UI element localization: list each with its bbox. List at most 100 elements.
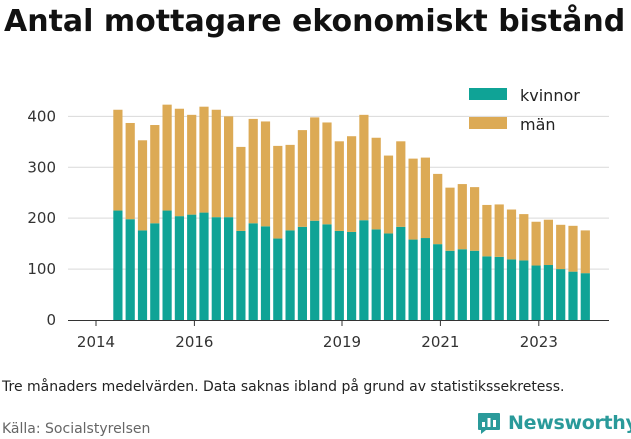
legend-label-man: män (520, 115, 556, 134)
bar-män-19 (347, 136, 357, 232)
chart-title: Antal mottagare ekonomiskt bistånd (4, 4, 626, 39)
newsworthy-logo-icon (478, 413, 500, 434)
bar-kvinnor-20 (359, 220, 369, 320)
bar-män-26 (433, 173, 443, 245)
bar-kvinnor-3 (150, 223, 160, 320)
bar-män-21 (371, 137, 381, 230)
y-tick-label-400: 400 (27, 107, 56, 125)
bar-kvinnor-32 (506, 259, 517, 320)
bar-män-24 (408, 158, 418, 240)
bar-män-17 (322, 122, 332, 225)
bar-män-28 (457, 184, 467, 250)
bar-kvinnor-0 (113, 210, 123, 320)
legend: kvinnor män (469, 86, 580, 134)
bar-kvinnor-12 (260, 226, 271, 320)
y-tick-label-200: 200 (27, 209, 56, 227)
bar-män-27 (445, 187, 455, 251)
legend-label-kvinnor: kvinnor (520, 86, 580, 105)
axes: 0 100 200 300 400 2014 2016 2019 2021 2023 (27, 107, 609, 351)
brand-logo[interactable]: Newsworthy (476, 409, 631, 437)
x-tick-label-2021: 2021 (421, 333, 459, 351)
bar-män-7 (199, 106, 209, 213)
bar-kvinnor-8 (211, 217, 221, 320)
bar-kvinnor-6 (187, 214, 197, 320)
bar-kvinnor-15 (297, 226, 307, 320)
bar-kvinnor-7 (199, 212, 209, 320)
bar-män-1 (125, 122, 135, 220)
bar-män-29 (470, 187, 480, 251)
bar-män-18 (334, 141, 344, 231)
y-tick-label-0: 0 (46, 311, 56, 329)
bar-män-8 (211, 109, 221, 218)
bars (113, 104, 590, 320)
bar-män-25 (420, 157, 430, 239)
bar-kvinnor-1 (125, 219, 135, 320)
bar-män-37 (568, 225, 578, 272)
bar-män-22 (383, 155, 394, 234)
bar-kvinnor-26 (433, 244, 443, 320)
bar-kvinnor-24 (408, 239, 418, 320)
bar-kvinnor-34 (531, 265, 541, 320)
bar-kvinnor-25 (420, 238, 430, 320)
legend-swatch-kvinnor (469, 88, 507, 100)
bar-kvinnor-35 (543, 265, 553, 320)
bar-kvinnor-13 (273, 238, 283, 320)
bar-män-0 (113, 109, 123, 211)
chart-note: Tre månaders medelvärden. Data saknas ib… (2, 379, 565, 395)
bar-kvinnor-18 (334, 230, 344, 320)
bar-kvinnor-5 (174, 216, 184, 320)
bar-män-12 (260, 121, 271, 227)
bar-män-36 (556, 224, 566, 270)
bar-kvinnor-4 (162, 210, 172, 320)
bar-kvinnor-31 (494, 256, 504, 320)
bar-kvinnor-17 (322, 224, 332, 320)
bar-män-14 (285, 144, 295, 231)
bar-män-10 (236, 146, 246, 231)
bar-kvinnor-38 (580, 273, 590, 320)
bar-män-34 (531, 221, 541, 266)
bar-män-20 (359, 114, 369, 221)
y-tick-label-100: 100 (27, 260, 56, 278)
bar-män-23 (396, 141, 406, 227)
bar-kvinnor-21 (371, 229, 381, 320)
bar-kvinnor-14 (285, 230, 295, 320)
bar-män-13 (273, 145, 283, 239)
bar-kvinnor-22 (383, 233, 394, 320)
bar-kvinnor-2 (137, 230, 148, 320)
bar-kvinnor-30 (482, 256, 492, 320)
x-tick-label-2023: 2023 (520, 333, 558, 351)
bar-kvinnor-29 (470, 250, 480, 320)
legend-swatch-man (469, 117, 507, 129)
bar-kvinnor-28 (457, 249, 467, 320)
bar-kvinnor-9 (224, 217, 234, 320)
bar-män-16 (310, 117, 320, 221)
bar-män-11 (248, 118, 258, 224)
bar-kvinnor-27 (445, 250, 455, 320)
source-text: Källa: Socialstyrelsen (2, 421, 151, 437)
bar-kvinnor-36 (556, 269, 566, 320)
x-tick-label-2019: 2019 (323, 333, 361, 351)
bar-män-3 (150, 125, 160, 224)
bar-män-5 (174, 108, 184, 217)
bar-kvinnor-16 (310, 220, 320, 320)
bar-kvinnor-23 (396, 226, 406, 320)
bar-män-4 (162, 104, 172, 211)
bar-män-9 (224, 116, 234, 218)
bar-män-38 (580, 230, 590, 274)
bar-kvinnor-37 (568, 271, 578, 320)
bar-kvinnor-10 (236, 230, 246, 320)
bar-kvinnor-19 (347, 231, 357, 320)
bar-män-2 (137, 140, 148, 231)
bar-män-31 (494, 204, 504, 257)
bar-män-30 (482, 204, 492, 257)
bar-kvinnor-33 (519, 260, 529, 320)
bar-män-32 (506, 209, 517, 260)
bar-män-6 (187, 114, 197, 215)
x-tick-label-2014: 2014 (77, 333, 115, 351)
brand-name: Newsworthy (508, 412, 631, 434)
bar-kvinnor-11 (248, 223, 258, 320)
x-tick-label-2016: 2016 (175, 333, 213, 351)
bar-män-35 (543, 219, 553, 266)
bar-män-33 (519, 214, 529, 261)
